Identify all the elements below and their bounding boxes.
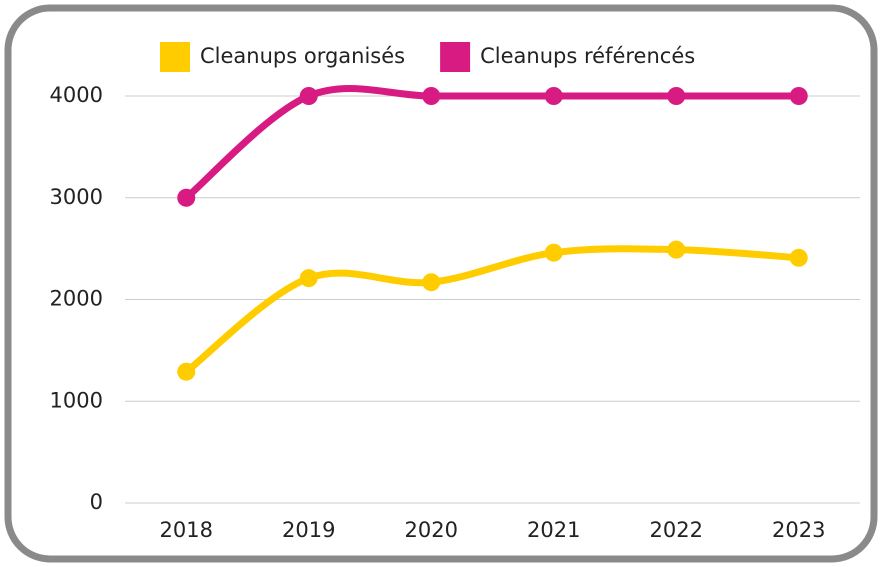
data-point xyxy=(177,188,196,207)
legend-swatch xyxy=(440,42,471,72)
y-tick-label: 0 xyxy=(90,490,103,514)
y-tick-label: 2000 xyxy=(50,287,103,311)
x-tick-label: 2018 xyxy=(160,518,213,542)
data-point xyxy=(422,273,441,292)
data-point xyxy=(299,269,318,288)
data-point xyxy=(667,240,686,259)
data-point xyxy=(299,87,318,105)
series-line xyxy=(182,245,803,376)
y-tick-label: 4000 xyxy=(50,83,103,107)
x-tick-label: 2019 xyxy=(282,518,335,542)
data-point xyxy=(544,87,563,105)
y-tick-label: 3000 xyxy=(50,185,103,209)
data-point xyxy=(667,87,686,105)
data-point xyxy=(789,248,808,267)
legend-label: Cleanups organisés xyxy=(200,44,405,68)
x-tick-label: 2021 xyxy=(527,518,580,542)
y-tick-label: 1000 xyxy=(50,388,103,412)
data-point xyxy=(789,87,808,105)
data-point xyxy=(422,87,441,105)
data-point xyxy=(177,362,196,381)
data-point xyxy=(544,243,563,262)
x-tick-label: 2020 xyxy=(405,518,458,542)
series-line xyxy=(182,84,803,202)
x-tick-label: 2023 xyxy=(772,518,825,542)
legend-swatch xyxy=(160,42,190,72)
legend-label: Cleanups référencés xyxy=(480,44,695,68)
x-tick-label: 2022 xyxy=(650,518,703,542)
